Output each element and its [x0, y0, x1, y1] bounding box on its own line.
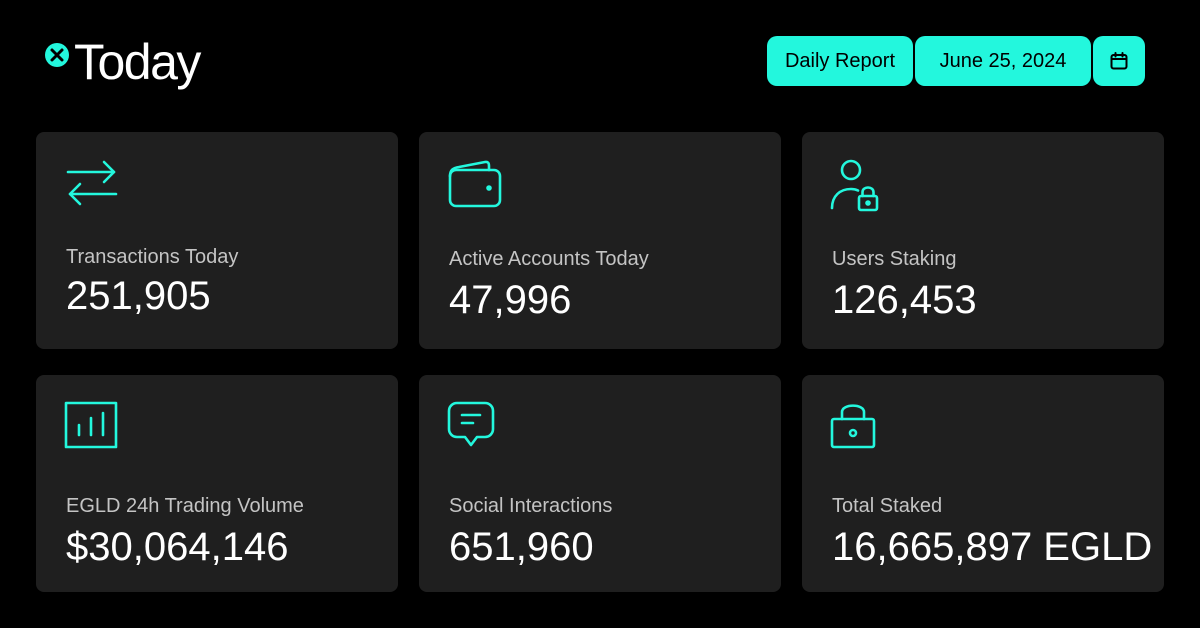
multiversx-x-icon: [45, 43, 69, 67]
wallet-icon: [448, 160, 502, 208]
stat-card-total-staked: Total Staked 16,665,897 EGLD: [802, 375, 1164, 592]
stat-value: 47,996: [449, 278, 572, 322]
stat-label: Social Interactions: [449, 495, 613, 517]
stat-value: 651,960: [449, 525, 594, 569]
stat-value: $30,064,146: [66, 525, 289, 569]
page-title: Today: [74, 34, 201, 90]
stat-label: Active Accounts Today: [449, 248, 649, 270]
lock-icon: [830, 404, 876, 449]
user-lock-icon: [830, 159, 879, 212]
stat-card-social-interactions: Social Interactions 651,960: [419, 375, 781, 592]
calendar-button[interactable]: [1093, 36, 1145, 86]
stat-card-active-accounts: Active Accounts Today 47,996: [419, 132, 781, 349]
stat-label: Users Staking: [832, 248, 957, 270]
page-header: Today: [44, 34, 201, 90]
stat-label: Total Staked: [832, 495, 943, 517]
stat-value: 126,453: [832, 278, 977, 322]
arrows-exchange-icon: [66, 160, 118, 206]
chat-bubble-icon: [447, 401, 495, 447]
report-controls: Daily Report June 25, 2024: [767, 36, 1145, 86]
stat-value: 16,665,897 EGLD: [832, 525, 1153, 569]
stats-grid: Transactions Today 251,905 Active Accoun…: [36, 132, 1164, 592]
date-picker-button[interactable]: June 25, 2024: [915, 36, 1091, 86]
bar-chart-icon: [64, 401, 118, 449]
stat-card-users-staking: Users Staking 126,453: [802, 132, 1164, 349]
calendar-icon: [1110, 52, 1128, 70]
stat-card-trading-volume: EGLD 24h Trading Volume $30,064,146: [36, 375, 398, 592]
stat-value: 251,905: [66, 274, 211, 318]
daily-report-button[interactable]: Daily Report: [767, 36, 913, 86]
stat-label: EGLD 24h Trading Volume: [66, 495, 304, 517]
stat-card-transactions: Transactions Today 251,905: [36, 132, 398, 349]
stat-label: Transactions Today: [66, 246, 239, 268]
